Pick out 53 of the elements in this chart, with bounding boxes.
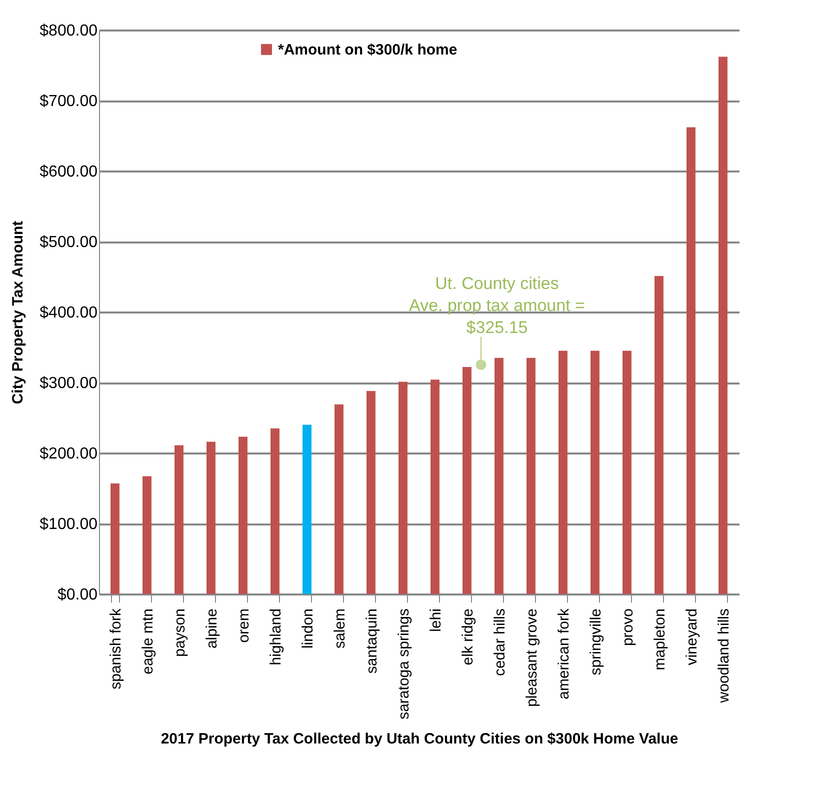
- x-tick-label: american fork: [556, 608, 572, 700]
- bar: [718, 56, 728, 594]
- bar: [494, 358, 504, 594]
- bar: [654, 276, 664, 594]
- bar: [174, 445, 184, 594]
- y-tick-label: $100.00: [40, 516, 98, 533]
- bar: [558, 350, 568, 594]
- y-tick-label: $200.00: [40, 446, 98, 462]
- y-tick-label: $500.00: [40, 234, 98, 251]
- bar: [590, 350, 600, 594]
- bar: [366, 390, 376, 594]
- x-tick-label: cedar hills: [492, 608, 508, 676]
- x-tick-label: vineyard: [684, 608, 700, 666]
- bar: [302, 424, 312, 594]
- y-tick-label: $800.00: [40, 22, 98, 40]
- x-tick-label: saratoga springs: [396, 608, 412, 720]
- bar: [334, 404, 344, 594]
- y-tick-label: $400.00: [40, 304, 98, 322]
- x-tick-label: alpine: [204, 608, 220, 649]
- x-tick-label: payson: [172, 608, 188, 657]
- y-tick-label: $700.00: [40, 93, 98, 110]
- x-tick-label: provo: [620, 608, 636, 646]
- bar: [270, 428, 280, 594]
- y-tick-label: $300.00: [40, 375, 98, 392]
- annotation: Ut. County cities Ave. prop tax amount = $325.15: [409, 274, 586, 337]
- x-tick-label: highland: [268, 608, 284, 666]
- x-tick-label: pleasant grove: [524, 608, 540, 707]
- bar: [206, 442, 216, 594]
- bar: [462, 366, 472, 594]
- x-tick-label: eagle mtn: [140, 608, 156, 674]
- bar: [686, 127, 696, 594]
- legend-label: *Amount on $300/k home: [278, 42, 458, 58]
- bar: [142, 476, 152, 594]
- bar: [398, 382, 408, 594]
- x-tick-label: santaquin: [364, 608, 380, 674]
- bar: [622, 350, 632, 594]
- x-tick-label: salem: [332, 608, 348, 649]
- x-tick-label: woodland hills: [716, 608, 732, 704]
- x-tick-label: orem: [236, 608, 252, 643]
- bar: [238, 436, 248, 594]
- bar: [430, 380, 440, 594]
- y-tick-label: $600.00: [40, 164, 98, 180]
- x-tick-label: lindon: [300, 608, 316, 649]
- x-tick-label: spanish fork: [108, 608, 124, 690]
- y-axis-title: City Property Tax Amount: [10, 220, 27, 404]
- bar: [526, 358, 536, 594]
- x-tick-label: springville: [588, 608, 604, 676]
- x-tick-label: elk ridge: [460, 608, 476, 666]
- x-tick-label: mapleton: [652, 608, 668, 670]
- x-axis-title: 2017 Property Tax Collected by Utah County Cities on $300k Home Value: [160, 730, 678, 748]
- bar: [110, 483, 120, 594]
- x-tick-label: lehi: [428, 608, 444, 632]
- y-tick-label: $0.00: [57, 586, 98, 604]
